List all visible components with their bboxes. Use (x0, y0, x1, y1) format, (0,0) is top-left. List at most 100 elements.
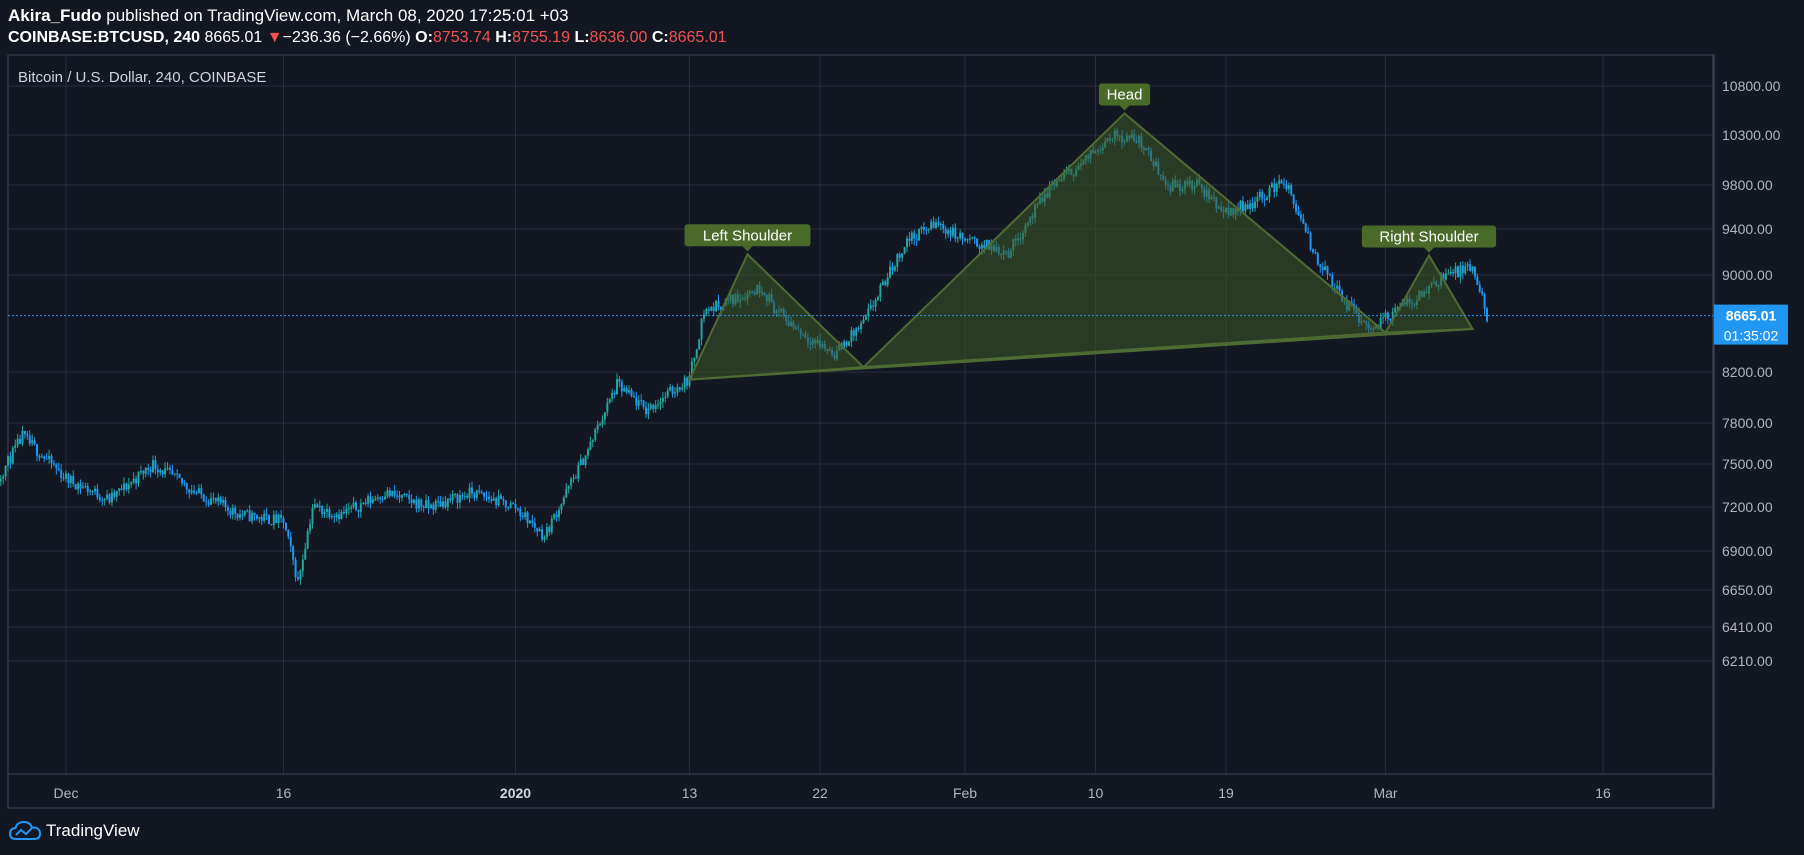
candle-body (712, 306, 715, 312)
candle-body (927, 229, 930, 231)
candle-body (654, 405, 657, 410)
candle-body (490, 498, 493, 501)
price-tick-label: 7200.00 (1722, 499, 1773, 515)
candle-body (584, 455, 587, 466)
price-tick-label: 6900.00 (1722, 543, 1773, 559)
candle-body (74, 483, 77, 490)
grid (8, 55, 1713, 774)
candle-body (1256, 196, 1259, 202)
candle-body (451, 494, 454, 501)
candle-body (231, 507, 234, 515)
candle-body (652, 404, 655, 410)
time-axis[interactable]: Dec1620201322Feb1019Mar16Apr (54, 785, 1804, 801)
candle-body (889, 266, 892, 278)
candle-body (1312, 249, 1314, 253)
candle-body (980, 244, 983, 249)
candle-body (1442, 273, 1445, 280)
candle-body (461, 495, 464, 497)
candle-body (466, 495, 469, 498)
candle-body (415, 499, 418, 509)
candle-body (207, 502, 210, 505)
time-tick-label: Feb (953, 785, 977, 801)
candle-body (442, 501, 444, 507)
candle-body (1476, 276, 1479, 285)
last-price-line: 8665.01 01:35:02 (8, 304, 1788, 345)
candle-body (983, 244, 986, 248)
candle-body (287, 529, 290, 537)
candle-body (65, 473, 67, 479)
candle-body (891, 266, 894, 271)
candle-body (45, 458, 48, 460)
candle-body (178, 473, 181, 478)
candle-body (57, 468, 60, 471)
candle-body (352, 502, 355, 508)
candle-body (1326, 266, 1329, 275)
candle-body (944, 229, 947, 234)
candle-body (1283, 183, 1285, 185)
candle-body (405, 493, 408, 496)
candle-body (205, 501, 208, 503)
candle-body (850, 330, 853, 342)
candle-body (253, 512, 256, 515)
price-tick-label: 6410.00 (1722, 619, 1773, 635)
candle-body (197, 488, 200, 493)
candle-body (632, 396, 635, 398)
price-tag-value: 8665.01 (1726, 308, 1777, 324)
candle-body (1466, 264, 1469, 267)
time-tick-label: 22 (812, 785, 828, 801)
candle-body (321, 506, 324, 514)
price-axis[interactable]: 10800.00 10300.00 9800.00 9400.00 9000.00 820… (1722, 78, 1781, 669)
candle-body (297, 577, 299, 580)
candle-body (1328, 274, 1331, 276)
head-label-box (1098, 83, 1151, 106)
candle-body (562, 497, 565, 505)
candle-body (458, 495, 461, 503)
candle-body (1486, 308, 1488, 322)
candle-body (1244, 204, 1247, 212)
author-name[interactable]: Akira_Fudo (8, 6, 102, 25)
candle-body (147, 467, 150, 470)
candle-body (1384, 312, 1387, 318)
candle-body (381, 498, 384, 500)
head-and-shoulders-pattern[interactable]: Left Shoulder Head Right Shoulder (684, 83, 1497, 381)
candle-body (135, 478, 138, 484)
candle-body (558, 509, 560, 518)
open-label: O: (415, 29, 433, 46)
candle-body (21, 430, 24, 444)
candle-body (243, 510, 246, 516)
time-tick-label: Mar (1373, 785, 1397, 801)
candle-body (154, 460, 157, 470)
candle-body (543, 536, 546, 540)
candle-body (55, 464, 58, 469)
candle-body (657, 404, 660, 406)
candle-body (289, 536, 292, 547)
candle-body (425, 500, 428, 509)
candle-body (884, 281, 887, 286)
candle-body (886, 277, 889, 286)
candle-body (132, 478, 135, 483)
candle-body (251, 512, 254, 522)
candle-body (717, 301, 720, 307)
candle-body (408, 495, 411, 500)
down-arrow-icon: ▼ (266, 29, 283, 46)
candle-body (161, 470, 164, 475)
candle-body (879, 284, 882, 297)
candle-body (640, 400, 643, 402)
candle-body (596, 424, 599, 430)
candle-body (260, 517, 263, 521)
candle-body (342, 512, 345, 514)
candle-body (637, 400, 640, 406)
candle-body (550, 518, 553, 533)
candle-body (860, 322, 863, 330)
candle-body (36, 444, 38, 456)
candle-body (1266, 197, 1269, 201)
candle-body (292, 546, 295, 560)
candle-body (62, 477, 65, 479)
candle-body (545, 527, 548, 537)
candle-body (937, 222, 940, 225)
candle-body (294, 559, 297, 578)
candle-body (1338, 285, 1341, 291)
tradingview-brand[interactable]: TradingView (8, 820, 140, 842)
